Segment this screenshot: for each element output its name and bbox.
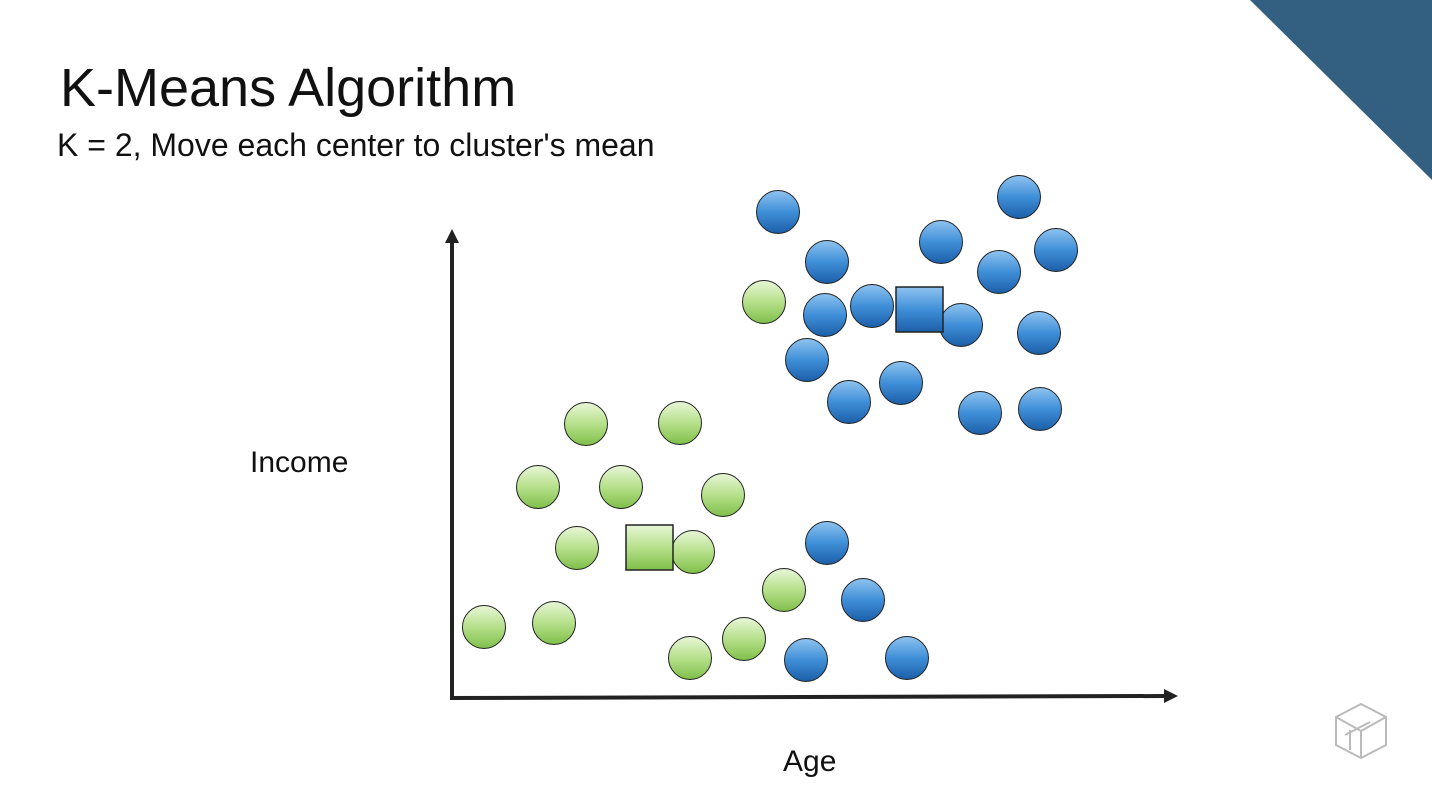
blue-point bbox=[785, 338, 829, 382]
blue-point bbox=[958, 391, 1002, 435]
blue-point bbox=[879, 361, 923, 405]
corner-decoration bbox=[1250, 0, 1432, 180]
green-point bbox=[701, 473, 745, 517]
title: K-Means Algorithm bbox=[60, 58, 516, 118]
axes bbox=[445, 229, 1178, 703]
subtitle: K = 2, Move each center to cluster's mea… bbox=[57, 127, 655, 163]
green-point bbox=[462, 605, 506, 649]
blue-center bbox=[895, 286, 944, 333]
green-point bbox=[671, 530, 715, 574]
x-axis-label: Age bbox=[783, 745, 836, 778]
green-point bbox=[599, 465, 643, 509]
logo bbox=[1335, 702, 1387, 760]
green-point bbox=[668, 636, 712, 680]
green-center bbox=[625, 524, 674, 571]
green-point bbox=[722, 617, 766, 661]
y-axis-label: Income bbox=[250, 446, 348, 479]
blue-point bbox=[827, 380, 871, 424]
blue-point bbox=[841, 578, 885, 622]
green-point bbox=[516, 465, 560, 509]
blue-point bbox=[997, 175, 1041, 219]
green-point bbox=[742, 280, 786, 324]
blue-point bbox=[919, 220, 963, 264]
green-point bbox=[658, 401, 702, 445]
blue-point bbox=[756, 190, 800, 234]
blue-point bbox=[1018, 387, 1062, 431]
blue-point bbox=[1034, 228, 1078, 272]
green-point bbox=[555, 526, 599, 570]
points bbox=[462, 175, 1078, 682]
blue-point bbox=[805, 240, 849, 284]
green-point bbox=[564, 402, 608, 446]
blue-point bbox=[977, 250, 1021, 294]
green-point bbox=[532, 601, 576, 645]
blue-point bbox=[803, 293, 847, 337]
blue-point bbox=[885, 636, 929, 680]
blue-point bbox=[939, 303, 983, 347]
blue-point bbox=[850, 284, 894, 328]
blue-point bbox=[805, 521, 849, 565]
blue-point bbox=[784, 638, 828, 682]
blue-point bbox=[1017, 311, 1061, 355]
green-point bbox=[762, 568, 806, 612]
